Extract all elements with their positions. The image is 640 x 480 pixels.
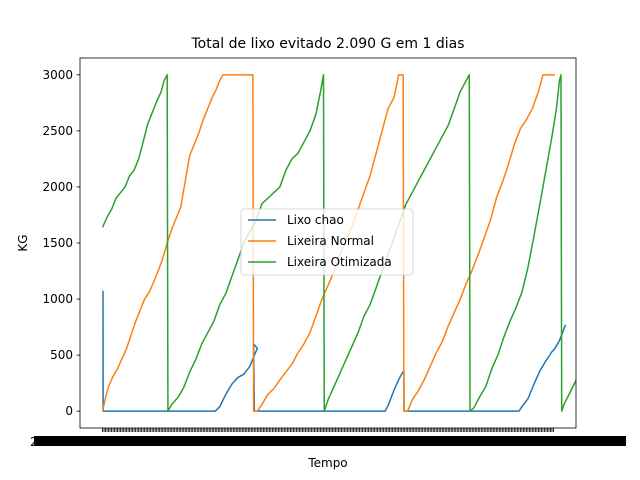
y-tick-label: 0 (65, 404, 73, 418)
x-tick-marks (102, 428, 554, 432)
x-axis-label: Tempo (307, 456, 347, 470)
legend: Lixo chao Lixeira Normal Lixeira Otimiza… (240, 208, 414, 276)
series-layer (101, 74, 576, 412)
x-tick-label-overlap (34, 436, 626, 446)
y-tick-label: 500 (50, 348, 73, 362)
series-line-lixeira-otimizada (101, 74, 576, 412)
y-axis-ticks: 0 500 1000 1500 2000 2500 3000 (42, 68, 80, 418)
y-tick-label: 2500 (42, 124, 73, 138)
x-tick-label-first: 2 (30, 435, 38, 449)
y-tick-label: 2000 (42, 180, 73, 194)
y-axis-label: KG (16, 234, 30, 251)
x-tick-label-last: 9 (619, 435, 627, 449)
plot-frame (79, 57, 577, 429)
legend-box (240, 208, 414, 276)
legend-label-lixeira-normal: Lixeira Normal (287, 234, 374, 248)
legend-label-lixeira-otimizada: Lixeira Otimizada (287, 255, 392, 269)
y-tick-label: 3000 (42, 68, 73, 82)
y-tick-label: 1500 (42, 236, 73, 250)
series-line-lixo-chao (102, 290, 567, 412)
legend-label-lixo-chao: Lixo chao (287, 213, 344, 227)
series-line-lixeira-normal (101, 74, 555, 412)
plot-area (101, 74, 576, 412)
chart-title: Total de lixo evitado 2.090 G em 1 dias (190, 36, 464, 52)
y-tick-label: 1000 (42, 292, 73, 306)
